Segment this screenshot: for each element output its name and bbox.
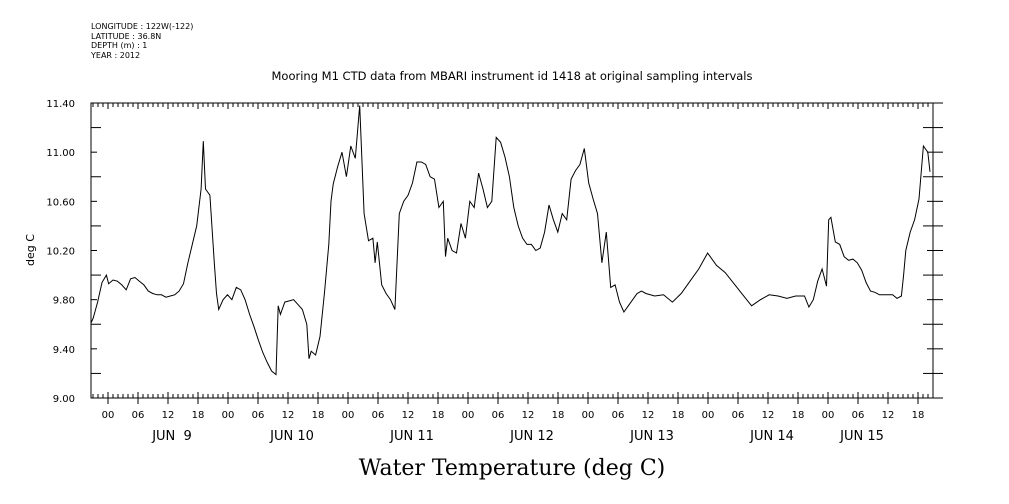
x-hour-label: 18 bbox=[672, 410, 685, 421]
longitude-label: LONGITUDE : 122W(-122) bbox=[91, 22, 194, 31]
y-tick-label: 9.80 bbox=[53, 296, 75, 307]
x-hour-label: 00 bbox=[822, 410, 835, 421]
x-hour-label: 18 bbox=[432, 410, 445, 421]
x-hour-label: 00 bbox=[702, 410, 715, 421]
y-tick-label: 10.60 bbox=[46, 197, 75, 208]
temperature-series-line bbox=[90, 105, 931, 376]
x-hour-label: 06 bbox=[612, 410, 625, 421]
x-hour-label: 00 bbox=[462, 410, 475, 421]
x-hour-label: 00 bbox=[102, 410, 115, 421]
x-hour-label: 06 bbox=[852, 410, 865, 421]
x-hour-label: 18 bbox=[552, 410, 565, 421]
y-axis-ticks: 9.00 9.40 9.80 10.20 10.60 11.00 11.40 bbox=[46, 99, 943, 405]
x-hour-label: 12 bbox=[762, 410, 775, 421]
x-hour-label: 06 bbox=[492, 410, 505, 421]
y-tick-label: 9.40 bbox=[53, 345, 75, 356]
x-hour-label: 18 bbox=[192, 410, 205, 421]
x-day-label: JUN 11 bbox=[389, 429, 434, 444]
plot-frame bbox=[90, 102, 934, 399]
x-hour-label: 06 bbox=[732, 410, 745, 421]
x-day-label: JUN 12 bbox=[509, 429, 554, 444]
y-axis-label: deg C bbox=[24, 234, 37, 266]
x-hour-label: 06 bbox=[372, 410, 385, 421]
x-hour-label: 00 bbox=[342, 410, 355, 421]
x-hour-label: 18 bbox=[792, 410, 805, 421]
x-day-label: JUN 13 bbox=[629, 429, 674, 444]
x-axis-label: Water Temperature (deg C) bbox=[359, 456, 666, 481]
x-hour-label: 12 bbox=[162, 410, 175, 421]
metadata-block: LONGITUDE : 122W(-122) LATITUDE : 36.8N … bbox=[91, 22, 193, 60]
x-day-label: JUN 15 bbox=[839, 429, 884, 444]
depth-label: DEPTH (m) : 1 bbox=[91, 41, 148, 50]
y-tick-label: 11.00 bbox=[46, 148, 75, 159]
y-tick-label: 11.40 bbox=[46, 99, 75, 110]
x-hour-label: 12 bbox=[402, 410, 415, 421]
x-hour-label: 12 bbox=[642, 410, 655, 421]
x-hour-label: 06 bbox=[132, 410, 145, 421]
x-day-label: JUN 9 bbox=[151, 429, 192, 444]
x-hour-label: 06 bbox=[252, 410, 265, 421]
x-hour-label: 12 bbox=[282, 410, 295, 421]
x-hour-label: 18 bbox=[912, 410, 925, 421]
x-day-label: JUN 14 bbox=[749, 429, 794, 444]
year-label: YEAR : 2012 bbox=[91, 50, 141, 60]
chart-title: Mooring M1 CTD data from MBARI instrumen… bbox=[272, 69, 753, 83]
x-hour-label: 00 bbox=[222, 410, 235, 421]
latitude-label: LATITUDE : 36.8N bbox=[91, 31, 162, 41]
x-day-label: JUN 10 bbox=[269, 429, 314, 444]
x-axis-ticks: 00 06 12 18 00 06 12 18 00 06 12 18 00 06 12 18 00 06 12 18… bbox=[92, 103, 934, 444]
x-hour-label: 12 bbox=[882, 410, 895, 421]
x-hour-label: 12 bbox=[522, 410, 535, 421]
y-tick-label: 10.20 bbox=[46, 247, 75, 258]
y-tick-label: 9.00 bbox=[53, 394, 75, 405]
x-hour-label: 00 bbox=[582, 410, 595, 421]
x-hour-label: 18 bbox=[312, 410, 325, 421]
